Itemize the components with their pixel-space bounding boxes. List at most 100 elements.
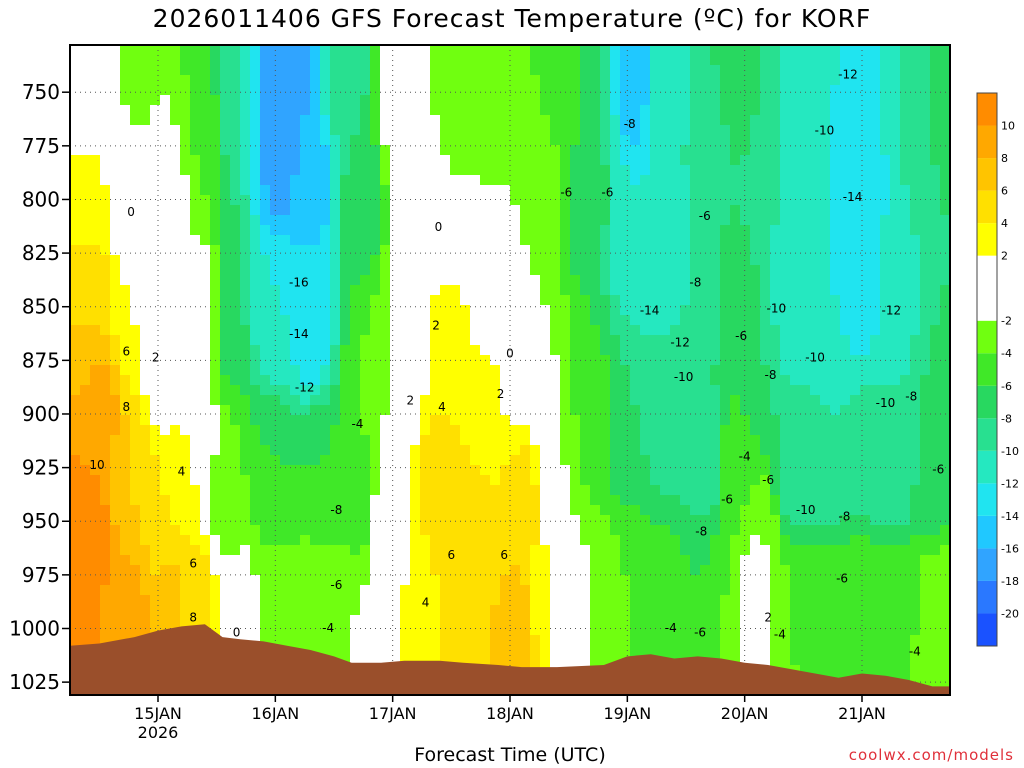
temperature-cell (680, 115, 691, 126)
temperature-cell (700, 125, 711, 136)
temperature-cell (120, 65, 131, 76)
temperature-cell (470, 175, 481, 186)
temperature-cell (710, 435, 721, 446)
temperature-cell (70, 225, 81, 236)
temperature-cell (800, 345, 811, 356)
temperature-cell (710, 245, 721, 256)
temperature-cell (510, 595, 521, 606)
temperature-cell (220, 485, 231, 496)
temperature-cell (640, 95, 651, 106)
temperature-cell (520, 235, 531, 246)
temperature-cell (280, 105, 291, 116)
temperature-cell (180, 375, 191, 386)
temperature-cell (330, 495, 341, 506)
temperature-cell (670, 495, 681, 506)
temperature-cell (450, 655, 461, 666)
temperature-cell (380, 575, 391, 586)
temperature-cell (120, 525, 131, 536)
temperature-cell (220, 345, 231, 356)
temperature-cell (190, 75, 201, 86)
temperature-cell (300, 595, 311, 606)
temperature-cell (760, 195, 771, 206)
temperature-cell (640, 585, 651, 596)
temperature-cell (540, 345, 551, 356)
temperature-cell (170, 45, 181, 56)
temperature-cell (580, 245, 591, 256)
temperature-cell (370, 75, 381, 86)
temperature-cell (290, 255, 301, 266)
temperature-cell (620, 505, 631, 516)
temperature-cell (740, 375, 751, 386)
temperature-cell (480, 295, 491, 306)
temperature-cell (330, 245, 341, 256)
temperature-cell (80, 565, 91, 576)
temperature-cell (640, 625, 651, 636)
temperature-cell (90, 185, 101, 196)
temperature-cell (400, 325, 411, 336)
temperature-cell (120, 305, 131, 316)
temperature-cell (140, 485, 151, 496)
temperature-cell (480, 525, 491, 536)
temperature-cell (660, 225, 671, 236)
temperature-cell (480, 645, 491, 656)
temperature-cell (470, 565, 481, 576)
temperature-cell (670, 525, 681, 536)
temperature-cell (90, 435, 101, 446)
temperature-cell (680, 385, 691, 396)
temperature-cell (550, 645, 561, 656)
temperature-cell (710, 605, 721, 616)
temperature-cell (160, 615, 171, 626)
temperature-cell (460, 145, 471, 156)
temperature-cell (210, 545, 221, 556)
temperature-cell (710, 455, 721, 466)
temperature-cell (770, 375, 781, 386)
temperature-cell (260, 595, 271, 606)
temperature-cell (570, 585, 581, 596)
temperature-cell (500, 585, 511, 596)
temperature-cell (390, 335, 401, 346)
temperature-cell (830, 255, 841, 266)
temperature-cell (820, 625, 831, 636)
temperature-cell (640, 195, 651, 206)
temperature-cell (600, 505, 611, 516)
temperature-cell (100, 95, 111, 106)
temperature-cell (480, 245, 491, 256)
temperature-cell (360, 365, 371, 376)
temperature-cell (260, 135, 271, 146)
temperature-cell (590, 545, 601, 556)
temperature-cell (290, 275, 301, 286)
temperature-cell (710, 295, 721, 306)
temperature-cell (710, 585, 721, 596)
temperature-cell (510, 155, 521, 166)
temperature-cell (630, 425, 641, 436)
temperature-cell (340, 425, 351, 436)
temperature-cell (340, 265, 351, 276)
temperature-cell (540, 135, 551, 146)
temperature-cell (280, 295, 291, 306)
temperature-cell (790, 435, 801, 446)
temperature-cell (470, 95, 481, 106)
temperature-cell (700, 445, 711, 456)
temperature-cell (790, 315, 801, 326)
temperature-cell (340, 225, 351, 236)
temperature-cell (630, 195, 641, 206)
temperature-cell (70, 145, 81, 156)
temperature-cell (620, 595, 631, 606)
temperature-cell (400, 205, 411, 216)
temperature-cell (320, 135, 331, 146)
temperature-cell (750, 605, 761, 616)
temperature-cell (80, 615, 91, 626)
temperature-cell (500, 115, 511, 126)
temperature-cell (620, 185, 631, 196)
temperature-cell (250, 55, 261, 66)
temperature-cell (250, 625, 261, 636)
temperature-cell (750, 245, 761, 256)
temperature-cell (550, 635, 561, 646)
temperature-cell (380, 595, 391, 606)
temperature-cell (660, 475, 671, 486)
temperature-cell (140, 395, 151, 406)
temperature-cell (810, 345, 821, 356)
temperature-cell (620, 215, 631, 226)
temperature-cell (330, 295, 341, 306)
temperature-cell (70, 575, 81, 586)
